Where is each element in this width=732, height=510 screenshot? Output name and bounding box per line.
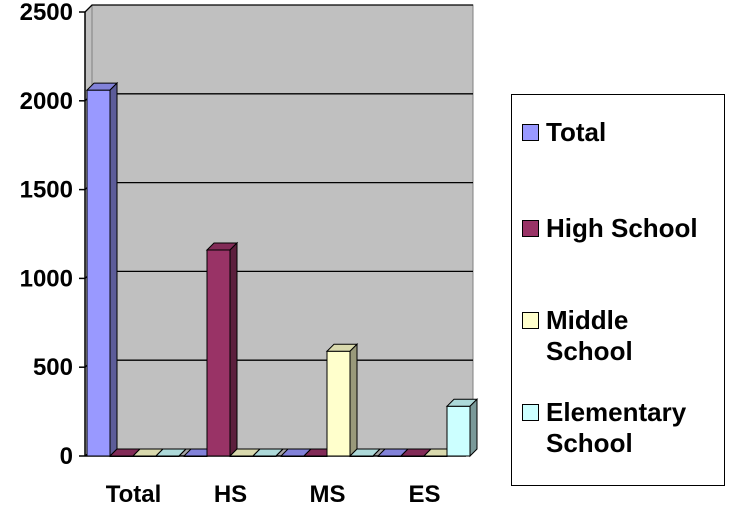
bars [85,81,479,458]
legend-item-middle-school: Middle School [522,305,633,367]
back-wall [91,4,474,450]
gridline [84,4,473,13]
bar-hs-elementary-school [251,448,285,457]
legend-label-high-school: High School [546,213,698,243]
bar-ms-elementary-school [348,448,382,457]
plot-area [83,4,475,457]
legend-swatch-high-school [522,220,539,237]
y-tick-label: 500 [33,354,73,381]
bar-total-elementary-school [154,448,188,457]
legend-swatch-total [522,124,539,141]
bar-total-total [85,81,119,458]
y-tick-label: 2000 [20,88,73,115]
y-tick-label: 1000 [20,265,73,292]
x-tick-label: MS [310,481,346,508]
bar-hs-high-school [205,241,239,458]
y-axis-ticks: 0 500 1000 1500 2000 2500 [20,0,85,470]
y-tick-label: 2500 [20,0,73,26]
x-tick-label: ES [408,481,440,508]
legend-item-total: Total [522,117,606,148]
legend-swatch-elementary-school [522,404,539,421]
legend-label-total: Total [546,117,607,147]
y-tick-label: 1500 [20,177,73,204]
legend-item-high-school: High School [522,213,698,244]
legend-item-elementary-school: Elementary School [522,397,686,459]
bar-ms-middle-school [325,343,359,458]
bar-es-elementary-school [445,398,479,458]
y-tick-label: 0 [60,443,73,470]
bar-ms-total [279,448,313,457]
x-tick-label: Total [106,481,162,508]
legend-label-elementary-school: Elementary School [546,397,687,458]
legend-label-middle-school: Middle School [546,305,633,366]
x-axis-ticks: Total HS MS ES [106,481,441,508]
legend-swatch-middle-school [522,312,539,329]
legend: Total High School Middle School Elementa… [511,94,725,486]
x-tick-label: HS [214,481,247,508]
